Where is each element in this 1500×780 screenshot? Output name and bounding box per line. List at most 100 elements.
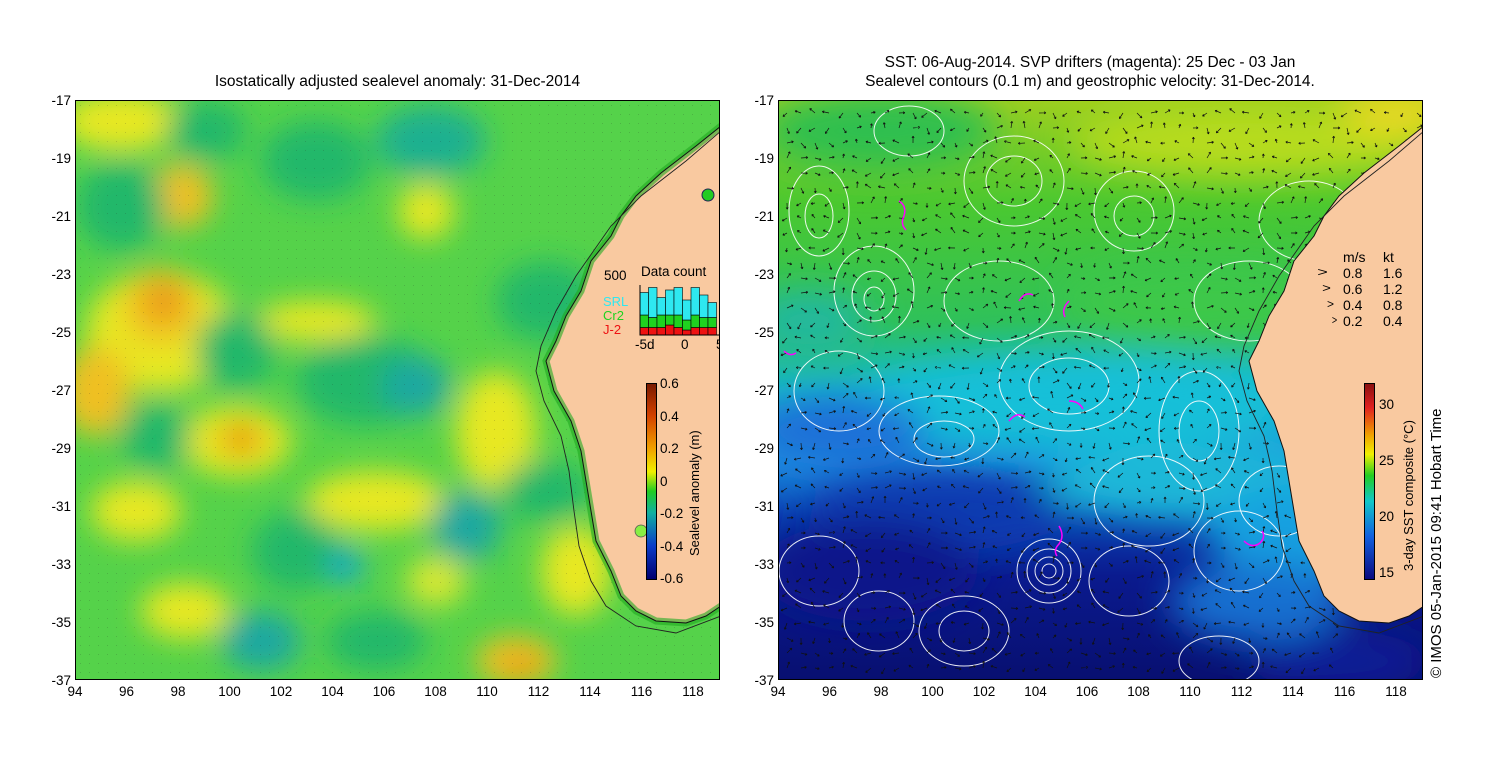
velocity-legend-arrow-icon: > (1322, 281, 1331, 295)
velocity-arrow (1104, 247, 1110, 251)
velocity-arrow (1018, 561, 1026, 565)
velocity-arrow (1206, 661, 1211, 669)
velocity-arrow (852, 290, 858, 294)
velocity-arrow (996, 246, 1002, 250)
velocity-arrow (926, 649, 931, 654)
velocity-arrow (1010, 216, 1016, 220)
velocity-arrow (1060, 217, 1068, 222)
data-count-bar-srl (699, 294, 709, 318)
velocity-arrow (1276, 622, 1282, 626)
velocity-arrow (924, 457, 928, 465)
velocity-arrow (1024, 485, 1031, 489)
velocity-arrow (926, 186, 932, 190)
velocity-arrow (1038, 121, 1042, 129)
sst-velocity-map[interactable]: m/s kt >0.8 1.6 >0.6 1.2 >0.4 0.8 >0.2 0.4 30 25… (778, 100, 1423, 680)
velocity-arrow (926, 516, 932, 520)
velocity-arrow (1270, 529, 1278, 534)
velocity-arrow (1158, 561, 1166, 565)
velocity-arrow (842, 392, 849, 399)
velocity-arrow (995, 181, 999, 189)
velocity-arrow (842, 140, 848, 144)
sealevel-anomaly-map[interactable]: Data count 500 SRL Cr2 J-2 -5d 0 5 0.60.… (75, 100, 720, 680)
velocity-arrow (1229, 587, 1236, 594)
velocity-arrow (1206, 637, 1214, 643)
velocity-arrow (1242, 590, 1250, 594)
left-y-tick: -25 (51, 325, 71, 340)
velocity-arrow (1262, 304, 1267, 309)
velocity-arrow (1005, 396, 1012, 400)
velocity-arrow (786, 395, 792, 399)
velocity-arrow (1206, 262, 1212, 266)
velocity-arrow (921, 232, 928, 237)
velocity-arrow (1122, 647, 1127, 654)
velocity-arrow (1010, 452, 1017, 459)
velocity-arrow (1163, 571, 1167, 579)
velocity-arrow (978, 232, 984, 238)
velocity-arrow (813, 187, 817, 194)
velocity-arrow (1076, 110, 1082, 114)
velocity-arrow (811, 213, 816, 219)
sealevel-colorbar-tick: 0 (660, 473, 668, 489)
velocity-arrow (1248, 187, 1252, 192)
velocity-arrow (992, 545, 998, 549)
velocity-arrow (1108, 170, 1116, 174)
velocity-arrow (1188, 289, 1194, 294)
left-x-tick: 100 (218, 684, 241, 699)
velocity-arrow (1006, 667, 1012, 673)
velocity-arrow (878, 185, 886, 189)
velocity-arrow (1189, 409, 1194, 414)
velocity-arrow (1021, 157, 1026, 164)
velocity-arrow (1262, 514, 1270, 519)
velocity-arrow (823, 469, 830, 474)
data-count-bar-j2 (699, 327, 709, 336)
left-x-tick: 108 (424, 684, 447, 699)
velocity-arrow (1286, 632, 1292, 639)
velocity-arrow (1262, 421, 1267, 429)
velocity-arrow (996, 575, 1003, 579)
velocity-arrow (1080, 156, 1088, 160)
velocity-arrow (978, 487, 984, 494)
velocity-arrow (1215, 127, 1222, 134)
velocity-arrow (1122, 127, 1128, 134)
velocity-arrow (1248, 142, 1255, 147)
data-count-bar-srl (656, 297, 666, 316)
velocity-arrow (794, 589, 802, 594)
left-y-tick: -27 (51, 383, 71, 398)
velocity-arrow (948, 577, 956, 582)
velocity-arrow (996, 487, 1002, 494)
velocity-arrow (1064, 457, 1068, 463)
velocity-arrow (881, 667, 886, 675)
velocity-arrow (856, 247, 864, 251)
velocity-arrow (996, 622, 1004, 626)
velocity-arrow (1010, 486, 1018, 489)
velocity-arrow (856, 487, 861, 494)
velocity-arrow (1164, 485, 1171, 489)
velocity-arrow (1248, 426, 1257, 430)
velocity-arrow (1248, 442, 1252, 450)
velocity-arrow (1206, 304, 1214, 309)
velocity-arrow (892, 157, 900, 162)
velocity-arrow (1094, 532, 1101, 536)
velocity-arrow (837, 217, 844, 223)
velocity-arrow (952, 603, 956, 609)
velocity-arrow (981, 247, 985, 254)
velocity-arrow (1118, 232, 1124, 237)
velocity-arrow (1164, 214, 1172, 219)
velocity-arrow (881, 377, 886, 384)
velocity-arrow (1066, 516, 1075, 520)
velocity-arrow (924, 247, 928, 255)
velocity-arrow (1009, 378, 1012, 384)
velocity-arrow (884, 616, 889, 624)
velocity-arrow (870, 123, 873, 129)
velocity-arrow (1159, 259, 1166, 264)
velocity-arrow (1066, 637, 1073, 642)
velocity-arrow (1066, 273, 1071, 279)
velocity-arrow (911, 135, 915, 144)
velocity-arrow (1192, 502, 1201, 506)
velocity-arrow (1035, 436, 1040, 444)
velocity-arrow (786, 151, 791, 159)
velocity-arrow (1136, 632, 1140, 639)
velocity-arrow (1298, 652, 1306, 658)
velocity-arrow (936, 603, 942, 609)
velocity-arrow (786, 502, 790, 510)
